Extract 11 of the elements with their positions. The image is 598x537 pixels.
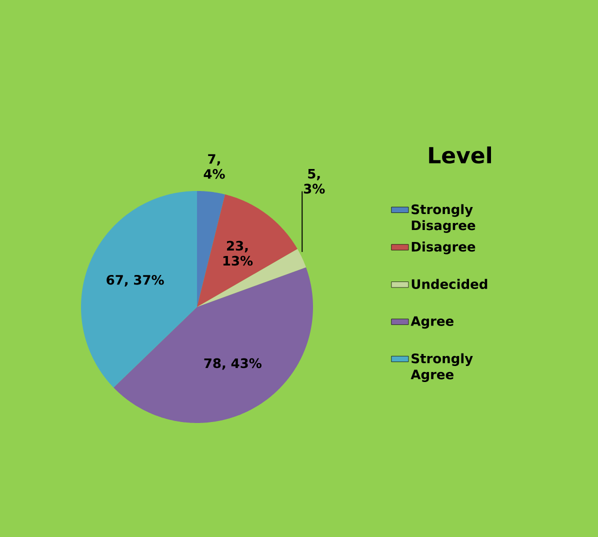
data-label: 5, 3% (304, 168, 325, 194)
data-label: 67, 37% (106, 274, 164, 286)
legend-label: Disagree (412, 242, 476, 254)
legend-label: Agree (410, 316, 454, 329)
legend-title: Level (429, 146, 492, 164)
data-label: 7, 4% (204, 154, 225, 179)
legend-label: Strongly Agree (410, 353, 473, 382)
legend-label: Undecided (412, 278, 488, 290)
legend-label: Strongly Disagree (412, 204, 476, 233)
data-label: 78, 43% (204, 358, 262, 370)
data-label: 23, 13% (223, 240, 253, 266)
